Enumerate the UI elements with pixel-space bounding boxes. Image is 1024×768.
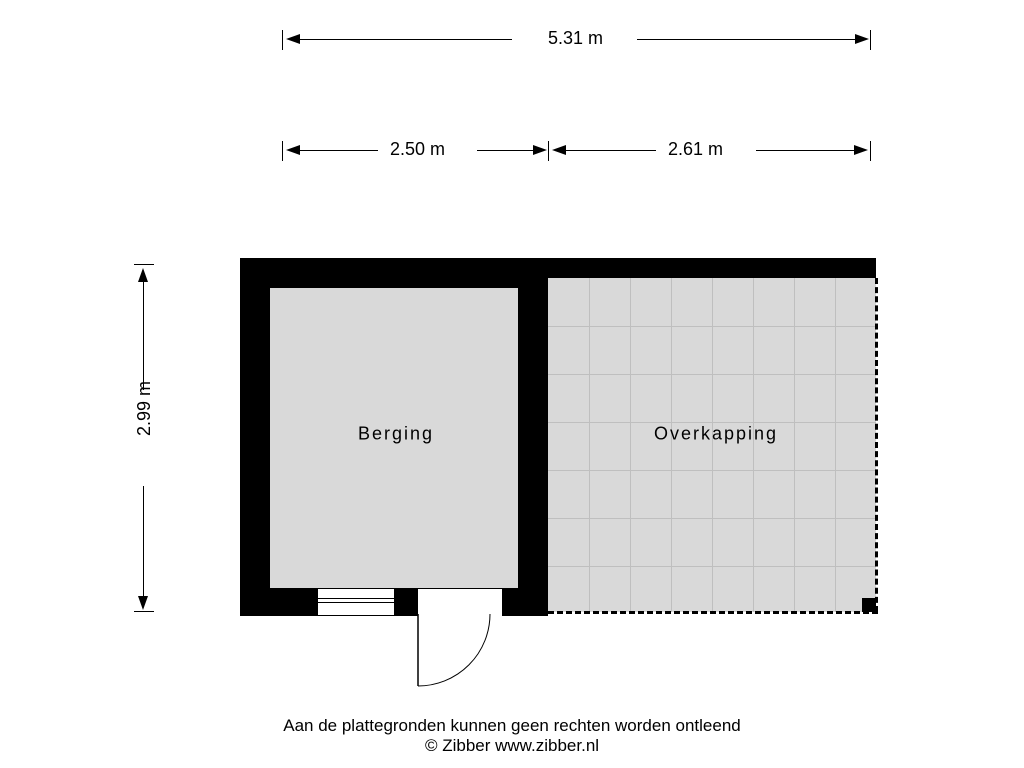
wall-left (240, 258, 270, 616)
dim-right-label: 2.61 m (668, 139, 723, 160)
dim-left-label: 2.50 m (390, 139, 445, 160)
dim-total-line-right (637, 39, 855, 40)
dim-right-arrow-r (854, 145, 868, 155)
corner-post (862, 598, 876, 612)
dim-right-line-r (756, 150, 854, 151)
footer: Aan de plattegronden kunnen geen rechten… (0, 716, 1024, 756)
floorplan-canvas: 5.31 m 2.50 m 2.61 m 2.99 m (0, 0, 1024, 768)
label-overkapping: Overkapping (654, 424, 778, 445)
label-berging: Berging (358, 424, 434, 445)
footer-line2: © Zibber www.zibber.nl (425, 736, 599, 755)
dashed-right (875, 278, 878, 612)
door-threshold (418, 588, 502, 589)
dim-right-arrow-l (552, 145, 566, 155)
footer-line1: Aan de plattegronden kunnen geen rechten… (283, 716, 740, 735)
window-line-1 (318, 598, 394, 599)
dim-h-arrow-down (138, 596, 148, 610)
dim-right-line-l (566, 150, 656, 151)
window-line-outer-top (318, 588, 394, 589)
dim-h-line-top (143, 282, 144, 390)
dim-total-tick-left (282, 30, 283, 50)
dim-total-arrow-left (286, 34, 300, 44)
dim-h-arrow-up (138, 268, 148, 282)
dim-h-line-bot (143, 486, 144, 596)
dim-left-line-l (300, 150, 378, 151)
dim-total-label: 5.31 m (548, 28, 603, 49)
dim-left-tick-l (282, 141, 283, 161)
dim-left-line-r (477, 150, 533, 151)
dim-h-tick-bot (134, 611, 154, 612)
dashed-bottom (548, 611, 878, 614)
dim-h-tick-top (134, 264, 154, 265)
window-line-2 (318, 602, 394, 603)
wall-bottom-seg2 (394, 588, 418, 616)
room-overkapping (548, 278, 876, 612)
wall-divider (518, 258, 548, 616)
dim-total-line-left (300, 39, 512, 40)
door-swing (418, 614, 508, 694)
window-line-outer-bot (318, 615, 394, 616)
dim-total-tick-right (870, 30, 871, 50)
dim-right-tick-r (870, 141, 871, 161)
dim-left-arrow-r (533, 145, 547, 155)
dim-h-label: 2.99 m (134, 381, 155, 436)
wall-bottom-seg3 (502, 588, 548, 616)
wall-bottom-seg1 (240, 588, 318, 616)
dim-total-arrow-right (855, 34, 869, 44)
dim-left-arrow-l (286, 145, 300, 155)
dim-right-tick-l (548, 141, 549, 161)
